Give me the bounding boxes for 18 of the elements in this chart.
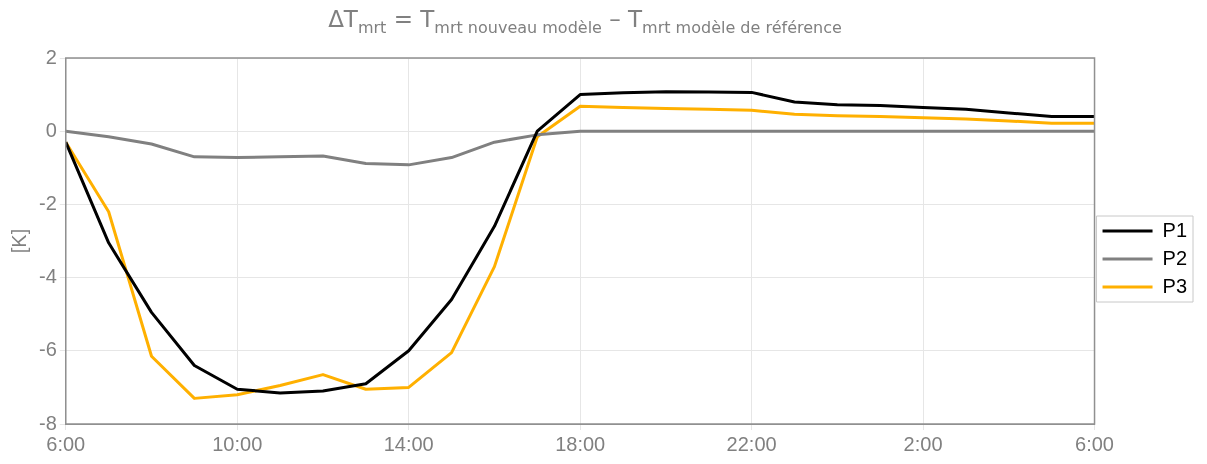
- legend-label: P1: [1162, 218, 1188, 241]
- legend-label: P2: [1162, 246, 1188, 269]
- y-axis-title: [K]: [7, 228, 30, 254]
- y-tick-label: 2: [45, 45, 57, 68]
- x-tick-label: 10:00: [212, 432, 263, 455]
- chart-title: ΔT$_{mrt}$ = T$_{mrt nouveau modèle}$ – T$_{mrt modèle de référence}$: [327, 6, 843, 37]
- x-tick-label: 14:00: [383, 432, 434, 455]
- legend-label: P3: [1162, 274, 1188, 297]
- x-tick-label: 22:00: [726, 432, 777, 455]
- y-tick-label: -6: [38, 338, 57, 361]
- x-tick-label: 6:00: [46, 432, 86, 455]
- y-tick-label: -8: [38, 411, 57, 434]
- y-tick-label: 0: [45, 118, 57, 141]
- y-tick-label: -2: [38, 191, 57, 214]
- x-tick-label: 18:00: [555, 432, 606, 455]
- x-tick-label: 2:00: [903, 432, 943, 455]
- y-tick-label: -4: [38, 265, 57, 288]
- x-tick-label: 6:00: [1075, 432, 1115, 455]
